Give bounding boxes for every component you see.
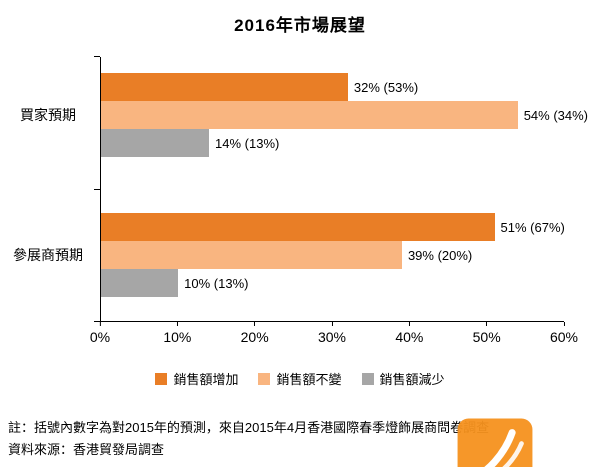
x-tick-mark — [99, 322, 101, 326]
x-tick: 20% — [241, 322, 269, 345]
legend-swatch — [258, 372, 271, 385]
x-tick: 50% — [473, 322, 501, 345]
legend-item: 銷售額不變 — [258, 369, 342, 388]
x-tick: 0% — [90, 322, 110, 345]
x-tick-mark — [486, 322, 488, 326]
x-tick-label: 10% — [163, 329, 192, 345]
x-tick-label: 30% — [317, 329, 347, 345]
bar-value-label: 51% (67%) — [500, 219, 565, 235]
x-tick: 30% — [318, 322, 346, 345]
bar-row: 32% (53%) — [101, 73, 564, 101]
y-axis-tick — [94, 321, 100, 322]
x-tick: 40% — [395, 322, 423, 345]
bar — [101, 269, 179, 297]
plot-area: 買家預期 32% (53%) 54% (34%) 14% (13%) 參展商預期 51% … — [13, 56, 588, 322]
bar — [101, 129, 210, 157]
bar-row: 14% (13%) — [101, 129, 564, 157]
legend-item: 銷售額減少 — [361, 369, 445, 388]
x-tick-label: 0% — [89, 329, 111, 345]
category-label: 參展商預期 — [13, 247, 83, 263]
bar-value-label: 10% (13%) — [184, 275, 249, 291]
x-tick: 60% — [550, 322, 578, 345]
bar — [101, 73, 348, 101]
bar-row: 10% (13%) — [101, 269, 564, 297]
bar-row: 39% (20%) — [101, 241, 564, 269]
bar — [101, 213, 495, 241]
y-axis-tick — [94, 56, 100, 57]
y-axis-tick — [94, 189, 100, 190]
footnote-source: 資料來源：香港貿發局調查 — [8, 442, 165, 457]
bar-group: 買家預期 32% (53%) 54% (34%) 14% (13%) — [20, 73, 588, 157]
bar-value-label: 32% (53%) — [353, 79, 419, 95]
x-tick-label: 50% — [472, 329, 501, 345]
bar — [101, 241, 402, 269]
legend-label: 銷售額不變 — [276, 372, 342, 387]
legend-swatch — [361, 372, 374, 385]
bar-row: 54% (34%) — [101, 101, 588, 129]
legend: 銷售額增加 銷售額不變 銷售額減少 — [0, 369, 600, 388]
x-tick-mark — [176, 322, 178, 326]
bar-value-label: 39% (20%) — [407, 247, 473, 263]
bar-group: 參展商預期 51% (67%) 39% (20%) 10% (13%) — [13, 213, 565, 297]
legend-label: 銷售額增加 — [173, 372, 239, 387]
x-tick-label: 20% — [240, 329, 269, 345]
bar-row: 51% (67%) — [101, 213, 565, 241]
x-tick-label: 40% — [395, 329, 424, 345]
bar-value-label: 54% (34%) — [523, 107, 588, 123]
legend-label: 銷售額減少 — [379, 372, 445, 387]
footnote-note: 註：括號內數字為對2015年的預測，來自2015年4月香港國際春季燈飾展商問卷調… — [8, 420, 490, 435]
x-tick-mark — [254, 322, 256, 326]
x-tick: 10% — [163, 322, 191, 345]
bar-value-label: 14% (13%) — [215, 135, 280, 151]
x-tick-mark — [408, 322, 410, 326]
x-tick-label: 60% — [549, 329, 579, 345]
legend-item: 銷售額增加 — [155, 369, 238, 388]
x-tick-mark — [563, 322, 565, 326]
x-axis: 0% 10% 20% 30% 40% 50% 60% — [90, 322, 578, 350]
category-label: 買家預期 — [20, 107, 76, 123]
chart-title: 2016年市場展望 — [234, 16, 366, 35]
legend-swatch — [155, 372, 168, 385]
x-tick-mark — [331, 322, 333, 326]
hktdc-logo-watermark — [457, 418, 533, 467]
bar — [101, 101, 518, 129]
